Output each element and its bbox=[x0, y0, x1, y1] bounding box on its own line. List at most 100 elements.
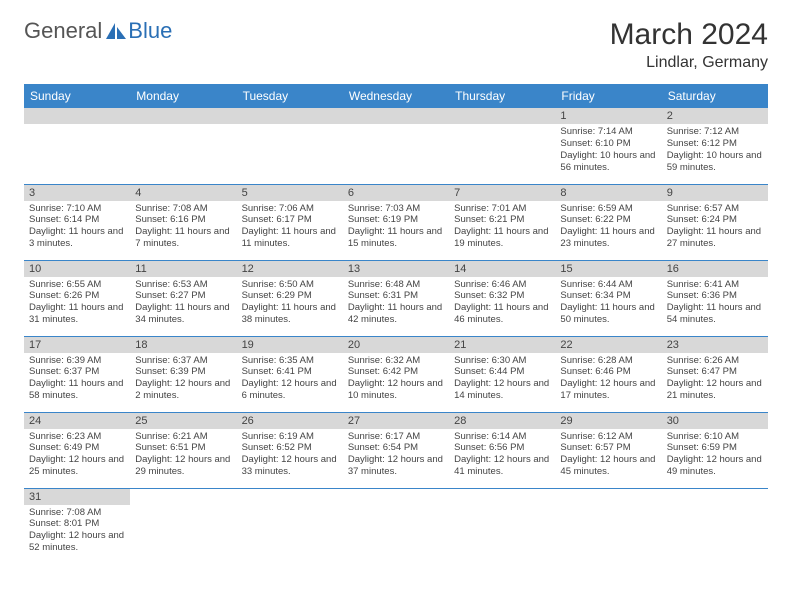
calendar-cell: 5Sunrise: 7:06 AMSunset: 6:17 PMDaylight… bbox=[237, 184, 343, 260]
day-number: 19 bbox=[237, 337, 343, 353]
sunset-text: Sunset: 6:37 PM bbox=[29, 366, 125, 378]
daylight-text: Daylight: 11 hours and 27 minutes. bbox=[667, 226, 763, 250]
empty-day-bar bbox=[449, 108, 555, 124]
day-content: Sunrise: 6:46 AMSunset: 6:32 PMDaylight:… bbox=[449, 277, 555, 331]
daylight-text: Daylight: 12 hours and 14 minutes. bbox=[454, 378, 550, 402]
daylight-text: Daylight: 11 hours and 38 minutes. bbox=[242, 302, 338, 326]
day-number: 1 bbox=[555, 108, 661, 124]
calendar-cell: 10Sunrise: 6:55 AMSunset: 6:26 PMDayligh… bbox=[24, 260, 130, 336]
sunrise-text: Sunrise: 6:55 AM bbox=[29, 279, 125, 291]
day-content: Sunrise: 6:19 AMSunset: 6:52 PMDaylight:… bbox=[237, 429, 343, 483]
sunrise-text: Sunrise: 7:03 AM bbox=[348, 203, 444, 215]
sunset-text: Sunset: 6:51 PM bbox=[135, 442, 231, 454]
day-number: 17 bbox=[24, 337, 130, 353]
day-content: Sunrise: 6:30 AMSunset: 6:44 PMDaylight:… bbox=[449, 353, 555, 407]
weekday-header: Wednesday bbox=[343, 84, 449, 108]
empty-day-bar bbox=[130, 108, 236, 124]
day-number: 28 bbox=[449, 413, 555, 429]
day-number: 5 bbox=[237, 185, 343, 201]
sunrise-text: Sunrise: 6:21 AM bbox=[135, 431, 231, 443]
sunrise-text: Sunrise: 6:32 AM bbox=[348, 355, 444, 367]
day-content: Sunrise: 6:26 AMSunset: 6:47 PMDaylight:… bbox=[662, 353, 768, 407]
logo-text-blue: Blue bbox=[128, 18, 172, 44]
location: Lindlar, Germany bbox=[610, 54, 768, 72]
weekday-header: Saturday bbox=[662, 84, 768, 108]
daylight-text: Daylight: 12 hours and 29 minutes. bbox=[135, 454, 231, 478]
daylight-text: Daylight: 11 hours and 7 minutes. bbox=[135, 226, 231, 250]
day-content: Sunrise: 7:06 AMSunset: 6:17 PMDaylight:… bbox=[237, 201, 343, 255]
calendar-cell: 6Sunrise: 7:03 AMSunset: 6:19 PMDaylight… bbox=[343, 184, 449, 260]
calendar-cell bbox=[449, 488, 555, 564]
day-content: Sunrise: 6:53 AMSunset: 6:27 PMDaylight:… bbox=[130, 277, 236, 331]
day-content: Sunrise: 6:21 AMSunset: 6:51 PMDaylight:… bbox=[130, 429, 236, 483]
sunset-text: Sunset: 6:47 PM bbox=[667, 366, 763, 378]
sunset-text: Sunset: 6:12 PM bbox=[667, 138, 763, 150]
day-number: 8 bbox=[555, 185, 661, 201]
calendar-row: 3Sunrise: 7:10 AMSunset: 6:14 PMDaylight… bbox=[24, 184, 768, 260]
daylight-text: Daylight: 12 hours and 17 minutes. bbox=[560, 378, 656, 402]
sunrise-text: Sunrise: 6:35 AM bbox=[242, 355, 338, 367]
daylight-text: Daylight: 12 hours and 25 minutes. bbox=[29, 454, 125, 478]
sunrise-text: Sunrise: 6:39 AM bbox=[29, 355, 125, 367]
sunrise-text: Sunrise: 6:50 AM bbox=[242, 279, 338, 291]
day-number: 31 bbox=[24, 489, 130, 505]
day-number: 12 bbox=[237, 261, 343, 277]
calendar-cell bbox=[449, 108, 555, 184]
day-number: 30 bbox=[662, 413, 768, 429]
sunset-text: Sunset: 6:39 PM bbox=[135, 366, 231, 378]
day-content: Sunrise: 7:03 AMSunset: 6:19 PMDaylight:… bbox=[343, 201, 449, 255]
calendar-cell: 3Sunrise: 7:10 AMSunset: 6:14 PMDaylight… bbox=[24, 184, 130, 260]
sunrise-text: Sunrise: 7:08 AM bbox=[29, 507, 125, 519]
sunrise-text: Sunrise: 6:44 AM bbox=[560, 279, 656, 291]
calendar-row: 1Sunrise: 7:14 AMSunset: 6:10 PMDaylight… bbox=[24, 108, 768, 184]
sunrise-text: Sunrise: 6:23 AM bbox=[29, 431, 125, 443]
daylight-text: Daylight: 11 hours and 3 minutes. bbox=[29, 226, 125, 250]
calendar-cell bbox=[130, 488, 236, 564]
day-number: 18 bbox=[130, 337, 236, 353]
calendar-cell: 19Sunrise: 6:35 AMSunset: 6:41 PMDayligh… bbox=[237, 336, 343, 412]
daylight-text: Daylight: 12 hours and 45 minutes. bbox=[560, 454, 656, 478]
calendar-cell: 25Sunrise: 6:21 AMSunset: 6:51 PMDayligh… bbox=[130, 412, 236, 488]
calendar-cell bbox=[343, 108, 449, 184]
day-content: Sunrise: 6:17 AMSunset: 6:54 PMDaylight:… bbox=[343, 429, 449, 483]
calendar-cell bbox=[237, 108, 343, 184]
calendar-cell: 26Sunrise: 6:19 AMSunset: 6:52 PMDayligh… bbox=[237, 412, 343, 488]
calendar-cell: 18Sunrise: 6:37 AMSunset: 6:39 PMDayligh… bbox=[130, 336, 236, 412]
weekday-header: Thursday bbox=[449, 84, 555, 108]
day-number: 9 bbox=[662, 185, 768, 201]
sunset-text: Sunset: 6:42 PM bbox=[348, 366, 444, 378]
sunrise-text: Sunrise: 6:10 AM bbox=[667, 431, 763, 443]
calendar-cell: 28Sunrise: 6:14 AMSunset: 6:56 PMDayligh… bbox=[449, 412, 555, 488]
daylight-text: Daylight: 12 hours and 21 minutes. bbox=[667, 378, 763, 402]
day-number: 14 bbox=[449, 261, 555, 277]
calendar-cell: 20Sunrise: 6:32 AMSunset: 6:42 PMDayligh… bbox=[343, 336, 449, 412]
day-number: 26 bbox=[237, 413, 343, 429]
daylight-text: Daylight: 11 hours and 46 minutes. bbox=[454, 302, 550, 326]
sunset-text: Sunset: 6:10 PM bbox=[560, 138, 656, 150]
day-content: Sunrise: 6:59 AMSunset: 6:22 PMDaylight:… bbox=[555, 201, 661, 255]
day-number: 21 bbox=[449, 337, 555, 353]
daylight-text: Daylight: 10 hours and 56 minutes. bbox=[560, 150, 656, 174]
sunset-text: Sunset: 6:46 PM bbox=[560, 366, 656, 378]
calendar-row: 17 Sunrise: 6:39 AMSunset: 6:37 PM Dayligh… bbox=[24, 336, 768, 412]
day-content: Sunrise: 6:55 AMSunset: 6:26 PMDaylight:… bbox=[24, 277, 130, 331]
day-content: Sunrise: 7:08 AMSunset: 8:01 PMDaylight:… bbox=[24, 505, 130, 559]
weekday-header: Friday bbox=[555, 84, 661, 108]
logo-text-general: General bbox=[24, 18, 102, 44]
title-block: March 2024 Lindlar, Germany bbox=[610, 18, 768, 72]
day-number: 22 bbox=[555, 337, 661, 353]
sunset-text: Sunset: 6:54 PM bbox=[348, 442, 444, 454]
day-number: 27 bbox=[343, 413, 449, 429]
calendar-cell: 23Sunrise: 6:26 AMSunset: 6:47 PMDayligh… bbox=[662, 336, 768, 412]
day-number: 2 bbox=[662, 108, 768, 124]
day-content: Sunrise: 6:14 AMSunset: 6:56 PMDaylight:… bbox=[449, 429, 555, 483]
sunrise-text: Sunrise: 7:10 AM bbox=[29, 203, 125, 215]
daylight-text: Daylight: 11 hours and 11 minutes. bbox=[242, 226, 338, 250]
empty-day-bar bbox=[237, 108, 343, 124]
day-content: Sunrise: 7:10 AMSunset: 6:14 PMDaylight:… bbox=[24, 201, 130, 255]
day-content: Sunrise: 6:50 AMSunset: 6:29 PMDaylight:… bbox=[237, 277, 343, 331]
daylight-text: Daylight: 12 hours and 49 minutes. bbox=[667, 454, 763, 478]
sunset-text: Sunset: 6:41 PM bbox=[242, 366, 338, 378]
day-number: 29 bbox=[555, 413, 661, 429]
sunset-text: Sunset: 6:57 PM bbox=[560, 442, 656, 454]
